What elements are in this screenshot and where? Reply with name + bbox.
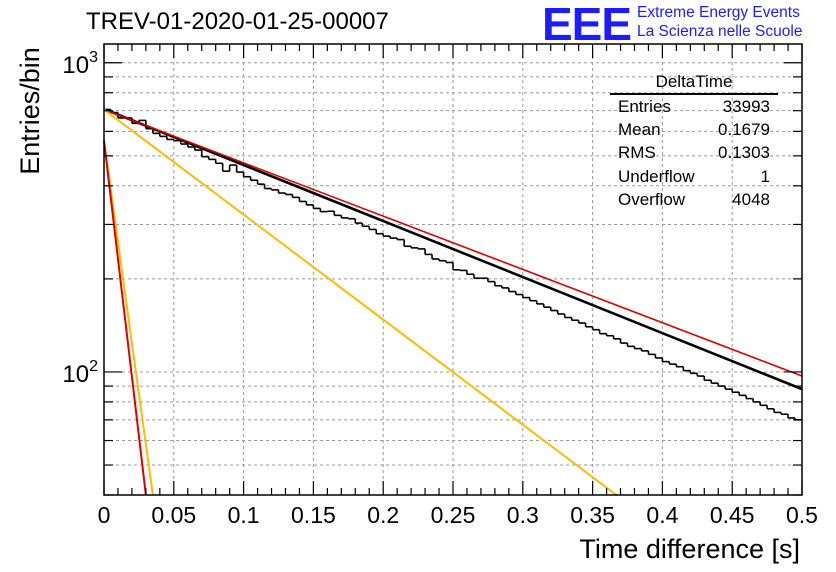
- stats-value: 1: [760, 166, 770, 186]
- x-tick-label: 0.3: [507, 502, 539, 528]
- y-tick-label: 103: [62, 49, 98, 79]
- y-tick-labels: 102 103: [62, 49, 98, 388]
- y-axis-label: Entries/bin: [15, 47, 45, 175]
- x-tick-labels: 0 0.05 0.1 0.15 0.2 0.25 0.3 0.35 0.4 0.45 0.5: [98, 502, 818, 528]
- stats-row-rms: RMS 0.1303: [610, 141, 778, 164]
- stats-value: 0.1679: [718, 120, 770, 140]
- histogram-bins: [104, 108, 802, 421]
- stats-label: Entries: [618, 97, 671, 116]
- stats-title: DeltaTime: [610, 72, 778, 95]
- logo-line-2: La Scienza nelle Scuole: [637, 23, 803, 40]
- stats-value: 33993: [722, 97, 770, 116]
- stats-row-entries: Entries 33993: [610, 95, 778, 118]
- fit-curves: [103, 108, 803, 496]
- stats-label: Overflow: [618, 189, 686, 209]
- x-tick-label: 0.15: [291, 502, 336, 528]
- stats-box: DeltaTime Entries 33993 Mean 0.1679 RMS …: [610, 72, 778, 211]
- fit-curve-2: [103, 108, 803, 377]
- x-tick-label: 0.4: [646, 502, 678, 528]
- y-tick-label: 102: [62, 358, 98, 388]
- x-tick-label: 0.25: [431, 502, 476, 528]
- x-axis-label: Time difference [s]: [579, 534, 800, 564]
- fit-curve-1: [104, 108, 803, 391]
- stats-row-underflow: Underflow 1: [610, 165, 778, 188]
- fit-curve-4: [103, 140, 154, 496]
- fit-curve-3: [103, 108, 617, 496]
- stats-row-overflow: Overflow 4048: [610, 188, 778, 211]
- x-tick-label: 0.35: [570, 502, 615, 528]
- stats-value: 4048: [732, 189, 770, 209]
- stats-value: 0.1303: [718, 143, 770, 163]
- x-tick-label: 0: [98, 502, 111, 528]
- x-tick-label: 0.45: [710, 502, 755, 528]
- x-tick-label: 0.5: [786, 502, 818, 528]
- x-tick-label: 0.2: [367, 502, 399, 528]
- stats-row-mean: Mean 0.1679: [610, 118, 778, 141]
- fit-curve-5: [103, 140, 147, 496]
- logo-line-1: Extreme Energy Events: [637, 4, 800, 21]
- stats-label: RMS: [618, 143, 656, 163]
- axis-ticks: [103, 44, 803, 496]
- x-tick-label: 0.05: [151, 502, 196, 528]
- eee-logo-text: Extreme Energy Events La Scienza nelle S…: [637, 3, 802, 41]
- x-tick-label: 0.1: [228, 502, 260, 528]
- chart-title: TREV-01-2020-01-25-00007: [86, 8, 389, 35]
- stats-label: Mean: [618, 120, 661, 140]
- eee-logo: EEE: [542, 0, 632, 50]
- stats-label: Underflow: [618, 166, 695, 186]
